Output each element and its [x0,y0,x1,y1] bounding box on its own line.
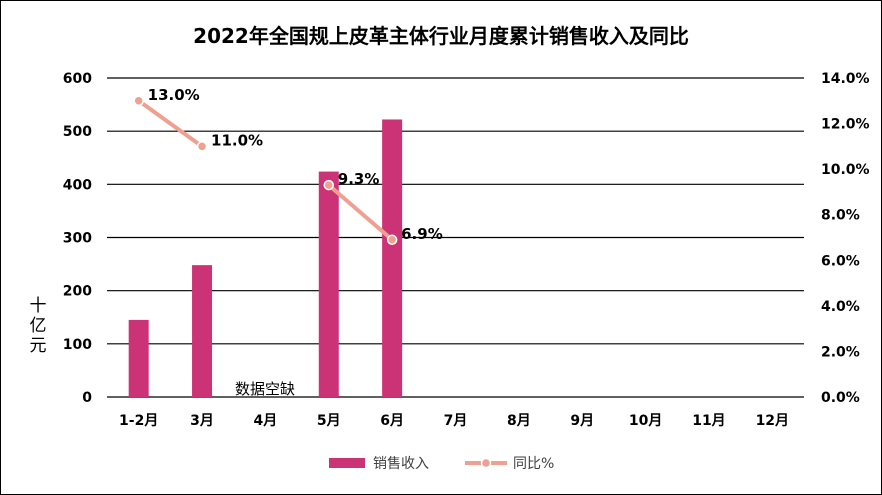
bar [128,319,149,397]
legend-label: 同比% [513,456,554,472]
line-point [196,141,208,152]
y2-tick-label: 8.0% [821,208,860,224]
y-axis-title-char: 亿 [30,316,47,336]
missing-data-note: 数据空缺 [235,380,295,398]
x-tick-label: 3月 [190,413,214,429]
legend-swatch-bar [329,458,365,468]
legend-label: 销售收入 [373,456,429,472]
legend: 销售收入 同比% [329,456,554,472]
y-tick-label: 500 [63,124,92,140]
line-segment [136,98,205,149]
y2-tick-label: 14.0% [821,71,870,87]
x-tick-label: 9月 [570,413,594,429]
data-label: 6.9% [401,225,443,243]
line-point [323,179,335,191]
y2-tick-label: 2.0% [821,344,860,360]
legend-swatch-marker [480,457,492,469]
data-label: 13.0% [148,86,200,104]
y-tick-label: 600 [63,71,92,87]
line-point [133,95,144,107]
bar-series [128,119,403,397]
y2-tick-label: 6.0% [821,253,860,269]
line-segment [326,183,395,242]
y2-tick-label: 12.0% [821,117,870,133]
x-tick-label: 8月 [507,413,531,429]
chart-title: 2022年全国规上皮革主体行业月度累计销售收入及同比 [193,24,689,48]
y-axis-title-char: 元 [30,336,47,356]
x-tick-label: 1-2月 [119,413,158,429]
x-tick-label: 7月 [444,413,468,429]
y-tick-label: 0 [82,390,92,406]
y-axis-title-char: 十 [30,296,47,316]
x-tick-label: 5月 [317,413,341,429]
y-tick-label: 200 [63,284,92,300]
y-tick-label: 300 [63,231,92,247]
line-series: 13.0% 11.0% 9.3% 6.9% [133,86,443,246]
x-tick-label: 11月 [692,413,725,429]
bar [192,265,213,397]
x-tick-label: 10月 [629,413,662,429]
y-tick-label: 400 [63,177,92,193]
bar [318,171,339,397]
line-point [386,234,398,246]
data-label: 9.3% [338,170,380,188]
y2-tick-label: 0.0% [821,390,860,406]
gridlines [107,77,804,398]
bar [382,119,403,397]
data-label: 11.0% [211,131,263,149]
y2-tick-label: 4.0% [821,299,860,315]
y-axis-title: 十亿元 [30,296,47,356]
x-tick-label: 6月 [380,413,404,429]
y2-tick-label: 10.0% [821,162,870,178]
y-tick-label: 100 [63,337,92,353]
x-tick-label: 12月 [756,413,789,429]
axis-ticks: 0 100 200 300 400 500 600 0.0% 2.0% 4.0% 6.0% 8.0% 1… [63,71,870,429]
x-tick-label: 4月 [254,413,278,429]
